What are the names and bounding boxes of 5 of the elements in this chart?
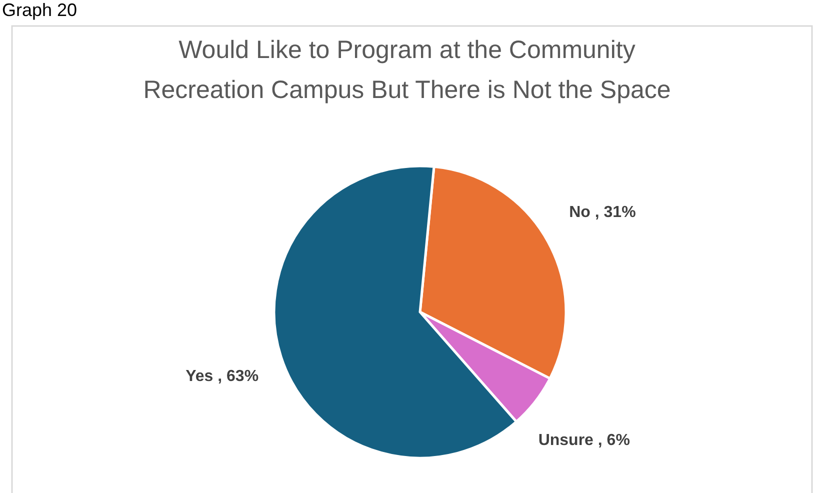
slice-label: No , 31% — [569, 204, 636, 222]
slice-label: Yes , 63% — [186, 368, 259, 385]
caption: Graph 20 — [2, 0, 78, 20]
chart-title: Would Like to Program at the Community Recreation Campus But There is Not the Space — [143, 36, 671, 104]
slice-label: Unsure , 6% — [538, 432, 630, 449]
